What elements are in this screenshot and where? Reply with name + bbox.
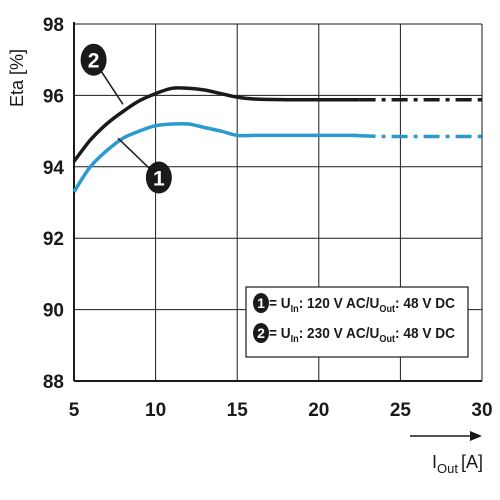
- y-tick-label-98: 98: [43, 15, 64, 36]
- series-2-line: [72, 86, 360, 163]
- callout-badge-label-1: 1: [153, 168, 165, 191]
- legend-entry-1: = UIn: 120 V AC/UOut: 48 V DC: [269, 295, 455, 315]
- legend-box: [245, 286, 469, 358]
- axis-labels: Eta [%] IOut [A]: [7, 49, 483, 476]
- x-tick-label-30: 30: [471, 400, 492, 421]
- y-tick-label-96: 96: [43, 86, 64, 107]
- y-tick-label-90: 90: [43, 301, 64, 322]
- legend-badge-2: [253, 323, 269, 343]
- legend-badge-1: [253, 293, 269, 313]
- x-tick-label-20: 20: [308, 400, 329, 421]
- series-lines: [72, 86, 482, 193]
- x-axis-label: IOut [A]: [432, 452, 483, 476]
- callout-badge-1: [145, 161, 172, 194]
- y-tick-label-94: 94: [43, 158, 65, 179]
- y-axis-label: Eta [%]: [7, 49, 27, 107]
- series-1-dashed-line: [359, 133, 482, 139]
- y-tick-label-88: 88: [43, 372, 64, 393]
- x-axis-arrow-head: [470, 431, 482, 441]
- y-tick-labels: 88 90 92 94 96 98: [43, 15, 65, 393]
- callout-badge-2: [80, 43, 107, 76]
- axes: [73, 22, 482, 382]
- series-callouts: 21: [80, 43, 172, 194]
- x-tick-label-25: 25: [390, 400, 412, 421]
- legend-badge-label-2: 2: [257, 325, 265, 341]
- callout-badge-label-2: 2: [88, 50, 100, 73]
- x-tick-label-5: 5: [69, 400, 80, 421]
- x-tick-label-10: 10: [145, 400, 166, 421]
- y-tick-label-92: 92: [43, 229, 64, 250]
- grid: [74, 23, 483, 381]
- legend-badge-label-1: 1: [257, 295, 265, 311]
- series-1-line: [72, 121, 360, 193]
- x-tick-labels: 5 10 15 20 25 30: [69, 400, 493, 421]
- x-tick-label-15: 15: [227, 400, 249, 421]
- legend: 1 = UIn: 120 V AC/UOut: 48 V DC2 = UIn: …: [245, 286, 469, 358]
- legend-entry-2: = UIn: 230 V AC/UOut: 48 V DC: [269, 325, 455, 345]
